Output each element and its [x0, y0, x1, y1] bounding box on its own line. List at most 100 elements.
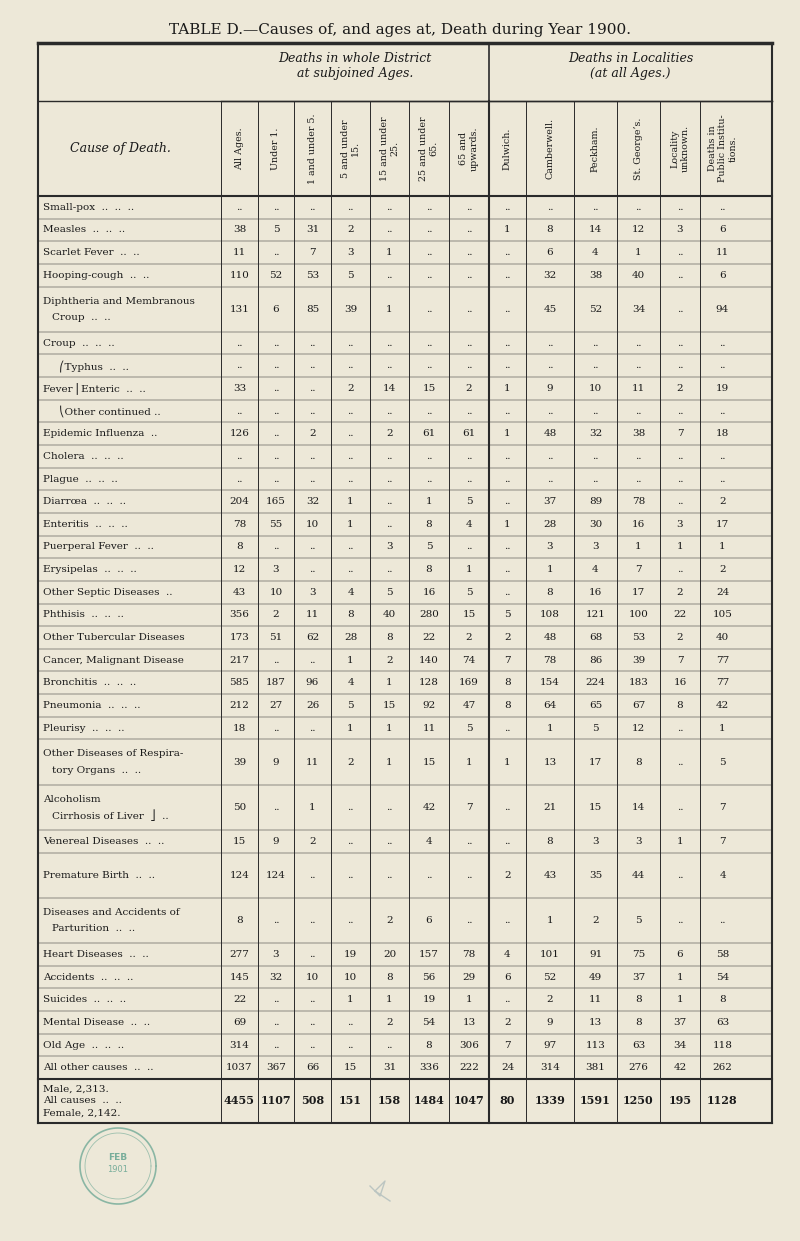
Text: 1: 1 [386, 679, 393, 688]
Text: 314: 314 [230, 1040, 250, 1050]
Text: 5: 5 [273, 226, 279, 235]
Text: Female, 2,142.: Female, 2,142. [43, 1108, 121, 1118]
Text: ..: .. [310, 407, 316, 416]
Text: ..: .. [677, 757, 683, 767]
Text: ..: .. [273, 429, 279, 438]
Text: ..: .. [426, 248, 432, 257]
Text: ..: .. [677, 474, 683, 484]
Text: ..: .. [386, 474, 393, 484]
Text: 39: 39 [233, 757, 246, 767]
Text: TABLE D.—Causes of, and ages at, Death during Year 1900.: TABLE D.—Causes of, and ages at, Death d… [169, 24, 631, 37]
Text: ..: .. [677, 361, 683, 370]
Text: 34: 34 [674, 1040, 686, 1050]
Text: 16: 16 [632, 520, 645, 529]
Text: 1: 1 [347, 520, 354, 529]
Text: 3: 3 [273, 565, 279, 575]
Text: ..: .. [386, 339, 393, 347]
Text: Locality
unknown.: Locality unknown. [670, 125, 690, 172]
Text: ..: .. [310, 1018, 316, 1026]
Text: ..: .. [546, 339, 554, 347]
Text: ..: .. [273, 248, 279, 257]
Text: 306: 306 [459, 1040, 479, 1050]
Text: 47: 47 [462, 701, 476, 710]
Text: 4: 4 [347, 679, 354, 688]
Text: 4: 4 [592, 248, 599, 257]
Text: 2: 2 [273, 611, 279, 619]
Text: 5: 5 [347, 271, 354, 279]
Text: 124: 124 [230, 871, 250, 880]
Text: ..: .. [426, 271, 432, 279]
Text: ..: .. [466, 339, 472, 347]
Text: ..: .. [466, 452, 472, 460]
Text: 1: 1 [677, 973, 683, 982]
Text: 37: 37 [632, 973, 645, 982]
Text: ..: .. [546, 361, 554, 370]
Text: Small-pox  ..  ..  ..: Small-pox .. .. .. [43, 202, 134, 212]
Text: 101: 101 [540, 949, 560, 959]
Text: 28: 28 [543, 520, 557, 529]
Text: ..: .. [347, 202, 354, 212]
Text: 183: 183 [629, 679, 649, 688]
Text: ..: .. [546, 407, 554, 416]
Text: 1: 1 [719, 542, 726, 551]
Text: Suicides  ..  ..  ..: Suicides .. .. .. [43, 995, 126, 1004]
Text: ..: .. [719, 916, 726, 925]
Text: ..: .. [347, 407, 354, 416]
Text: 15: 15 [383, 701, 396, 710]
Text: 48: 48 [543, 633, 557, 642]
Text: 11: 11 [306, 611, 319, 619]
Text: 1: 1 [386, 248, 393, 257]
Text: ..: .. [273, 407, 279, 416]
Text: 222: 222 [459, 1064, 479, 1072]
Text: 169: 169 [459, 679, 479, 688]
Text: 1: 1 [635, 248, 642, 257]
Text: 1: 1 [635, 542, 642, 551]
Text: 53: 53 [306, 271, 319, 279]
Text: ..: .. [273, 724, 279, 732]
Text: 1: 1 [347, 498, 354, 506]
Text: 8: 8 [546, 836, 554, 846]
Text: 69: 69 [233, 1018, 246, 1026]
Text: 6: 6 [719, 271, 726, 279]
Text: ..: .. [546, 474, 554, 484]
Text: 8: 8 [504, 679, 511, 688]
Text: 118: 118 [713, 1040, 733, 1050]
Text: 56: 56 [422, 973, 436, 982]
Text: 2: 2 [347, 226, 354, 235]
Text: Other Diseases of Respira-: Other Diseases of Respira- [43, 750, 183, 758]
Text: 2: 2 [466, 633, 472, 642]
Text: 10: 10 [306, 520, 319, 529]
Text: ..: .. [386, 361, 393, 370]
Text: Fever ⎜Enteric  ..  ..: Fever ⎜Enteric .. .. [43, 382, 146, 395]
Text: 5: 5 [592, 724, 599, 732]
Text: 154: 154 [540, 679, 560, 688]
Text: 124: 124 [266, 871, 286, 880]
Text: ..: .. [504, 498, 510, 506]
Text: 10: 10 [270, 588, 282, 597]
Text: Puerperal Fever  ..  ..: Puerperal Fever .. .. [43, 542, 154, 551]
Text: ..: .. [426, 871, 432, 880]
Text: ..: .. [504, 995, 510, 1004]
Text: 1484: 1484 [414, 1096, 445, 1107]
Text: 1: 1 [504, 520, 511, 529]
Text: 11: 11 [589, 995, 602, 1004]
Text: 6: 6 [426, 916, 432, 925]
Text: 1: 1 [719, 724, 726, 732]
Text: 7: 7 [504, 655, 511, 665]
Text: ..: .. [504, 407, 510, 416]
Text: 48: 48 [543, 429, 557, 438]
Text: ..: .. [236, 474, 242, 484]
Text: 8: 8 [236, 542, 243, 551]
Text: 1591: 1591 [580, 1096, 611, 1107]
Text: 585: 585 [230, 679, 250, 688]
Text: 108: 108 [540, 611, 560, 619]
Text: 2: 2 [677, 633, 683, 642]
Text: FEB: FEB [109, 1153, 127, 1163]
Text: 1250: 1250 [623, 1096, 654, 1107]
Text: ..: .. [677, 407, 683, 416]
Text: 40: 40 [632, 271, 645, 279]
Text: 1: 1 [386, 757, 393, 767]
Text: 77: 77 [716, 655, 729, 665]
Text: ..: .. [273, 361, 279, 370]
Text: 32: 32 [589, 429, 602, 438]
